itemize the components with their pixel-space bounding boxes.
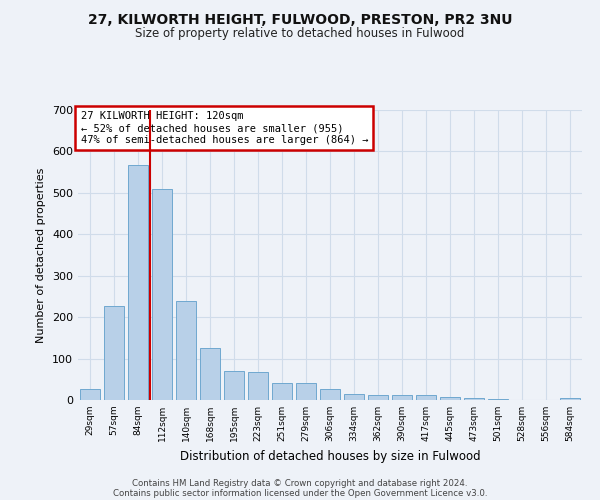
- Bar: [416, 396, 436, 400]
- Bar: [488, 399, 508, 400]
- Bar: [464, 398, 484, 400]
- Bar: [200, 348, 220, 400]
- Bar: [80, 389, 100, 400]
- Bar: [248, 372, 268, 400]
- Bar: [272, 382, 292, 400]
- Text: Size of property relative to detached houses in Fulwood: Size of property relative to detached ho…: [136, 28, 464, 40]
- Bar: [128, 164, 148, 400]
- Text: 27 KILWORTH HEIGHT: 120sqm
← 52% of detached houses are smaller (955)
47% of sem: 27 KILWORTH HEIGHT: 120sqm ← 52% of deta…: [80, 112, 368, 144]
- Bar: [296, 382, 316, 400]
- Bar: [176, 300, 196, 400]
- Bar: [368, 395, 388, 400]
- Y-axis label: Number of detached properties: Number of detached properties: [37, 168, 46, 342]
- Bar: [392, 395, 412, 400]
- Bar: [560, 398, 580, 400]
- Bar: [344, 394, 364, 400]
- Text: 27, KILWORTH HEIGHT, FULWOOD, PRESTON, PR2 3NU: 27, KILWORTH HEIGHT, FULWOOD, PRESTON, P…: [88, 12, 512, 26]
- Text: Contains HM Land Registry data © Crown copyright and database right 2024.: Contains HM Land Registry data © Crown c…: [132, 478, 468, 488]
- Bar: [440, 397, 460, 400]
- Bar: [104, 306, 124, 400]
- X-axis label: Distribution of detached houses by size in Fulwood: Distribution of detached houses by size …: [179, 450, 481, 462]
- Bar: [224, 371, 244, 400]
- Bar: [152, 188, 172, 400]
- Bar: [320, 389, 340, 400]
- Text: Contains public sector information licensed under the Open Government Licence v3: Contains public sector information licen…: [113, 488, 487, 498]
